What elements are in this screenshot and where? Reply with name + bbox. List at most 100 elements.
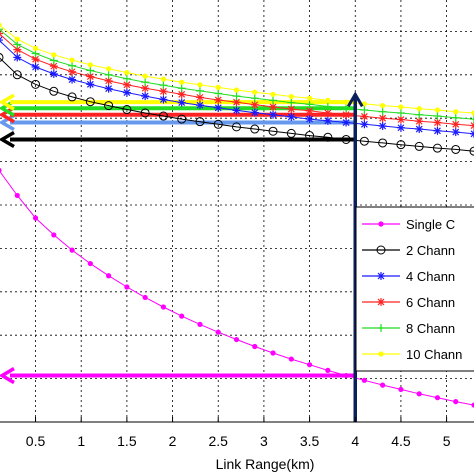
- data-point: [177, 114, 187, 124]
- data-point: [177, 84, 186, 93]
- data-point: [323, 132, 333, 142]
- data-point: [306, 95, 313, 101]
- data-point: [0, 30, 3, 37]
- data-point: [342, 118, 351, 127]
- data-point: [360, 120, 369, 129]
- x-tick-label: 4.5: [391, 433, 411, 449]
- legend-item: 4 Chann: [362, 269, 455, 284]
- data-point: [471, 110, 474, 116]
- data-point: [104, 70, 113, 79]
- data-point: [213, 119, 223, 129]
- data-point: [197, 82, 203, 88]
- data-point: [122, 105, 132, 115]
- arrow-head: [0, 130, 15, 148]
- data-point: [250, 108, 259, 117]
- data-point: [67, 92, 77, 102]
- data-point: [104, 84, 113, 93]
- data-point: [288, 93, 294, 100]
- data-point: [453, 399, 459, 405]
- data-point: [232, 106, 241, 115]
- x-axis-label: Link Range(km): [216, 456, 315, 472]
- data-point: [49, 86, 59, 96]
- data-point: [453, 109, 459, 115]
- x-tick-label: 0.5: [26, 433, 46, 449]
- data-point: [14, 36, 20, 42]
- data-point: [69, 247, 75, 253]
- data-point: [252, 89, 258, 95]
- data-point: [305, 115, 314, 124]
- x-tick-label: 2.5: [208, 433, 228, 449]
- series-3: [0, 30, 474, 130]
- data-point: [360, 105, 369, 114]
- data-point: [51, 52, 57, 58]
- data-point: [378, 114, 387, 123]
- data-point: [451, 120, 460, 129]
- data-point: [398, 386, 404, 393]
- data-point: [140, 108, 150, 118]
- data-point: [122, 74, 131, 83]
- data-point: [13, 53, 22, 62]
- legend-item: 10 Chann: [362, 347, 462, 362]
- data-point: [268, 126, 278, 136]
- data-point: [471, 402, 474, 408]
- data-point: [31, 62, 40, 71]
- data-point: [288, 356, 294, 362]
- data-point: [361, 377, 367, 383]
- data-point: [470, 129, 474, 138]
- data-point: [341, 134, 351, 144]
- data-point: [415, 110, 424, 119]
- legend-item: 8 Chann: [362, 321, 455, 336]
- data-point: [160, 304, 167, 310]
- x-tick-label: 2: [169, 433, 177, 449]
- data-point: [49, 56, 58, 65]
- data-point: [233, 336, 240, 343]
- data-point: [159, 87, 168, 96]
- data-point: [305, 100, 314, 109]
- data-point: [377, 272, 385, 280]
- x-tick-label: 3.5: [300, 433, 320, 449]
- x-axis-ticks: 0.5 1 1.5 2 2.5 3 3.5 4 4.5 5: [26, 417, 451, 449]
- data-point: [214, 103, 223, 112]
- data-point: [86, 80, 95, 89]
- horizontal-arrow: [0, 130, 356, 148]
- legend-item: 6 Chann: [362, 295, 455, 310]
- data-point: [287, 112, 296, 121]
- data-point: [69, 57, 75, 63]
- data-point: [470, 115, 474, 124]
- data-point: [415, 125, 424, 134]
- data-point: [325, 367, 331, 373]
- data-point: [470, 121, 474, 130]
- data-point: [51, 232, 57, 238]
- data-point: [396, 123, 405, 132]
- data-point: [106, 66, 112, 72]
- data-point: [0, 22, 2, 28]
- legend-label: 4 Chann: [406, 269, 455, 284]
- data-point: [0, 28, 3, 30]
- data-point: [305, 131, 315, 141]
- legend-label: 6 Chann: [406, 295, 455, 310]
- data-point: [179, 79, 185, 85]
- legend-item: 2 Chann: [362, 243, 455, 258]
- data-point: [433, 112, 442, 121]
- series-1: [0, 53, 474, 156]
- arrow-head: [0, 93, 15, 111]
- data-point: [342, 104, 351, 113]
- legend-label: 10 Chann: [406, 347, 462, 362]
- data-point: [0, 36, 3, 44]
- data-point: [306, 362, 313, 368]
- data-point: [287, 105, 296, 114]
- legend-label: 2 Chann: [406, 243, 455, 258]
- x-tick-label: 1: [77, 433, 85, 449]
- data-point: [414, 141, 424, 151]
- data-point: [141, 92, 150, 101]
- data-point: [12, 70, 22, 80]
- data-point: [252, 343, 258, 350]
- legend-box: [355, 206, 474, 372]
- data-point: [342, 110, 351, 119]
- data-point: [49, 69, 58, 78]
- data-point: [68, 75, 77, 84]
- data-point: [380, 103, 386, 109]
- data-point: [270, 350, 276, 356]
- data-point: [396, 140, 406, 150]
